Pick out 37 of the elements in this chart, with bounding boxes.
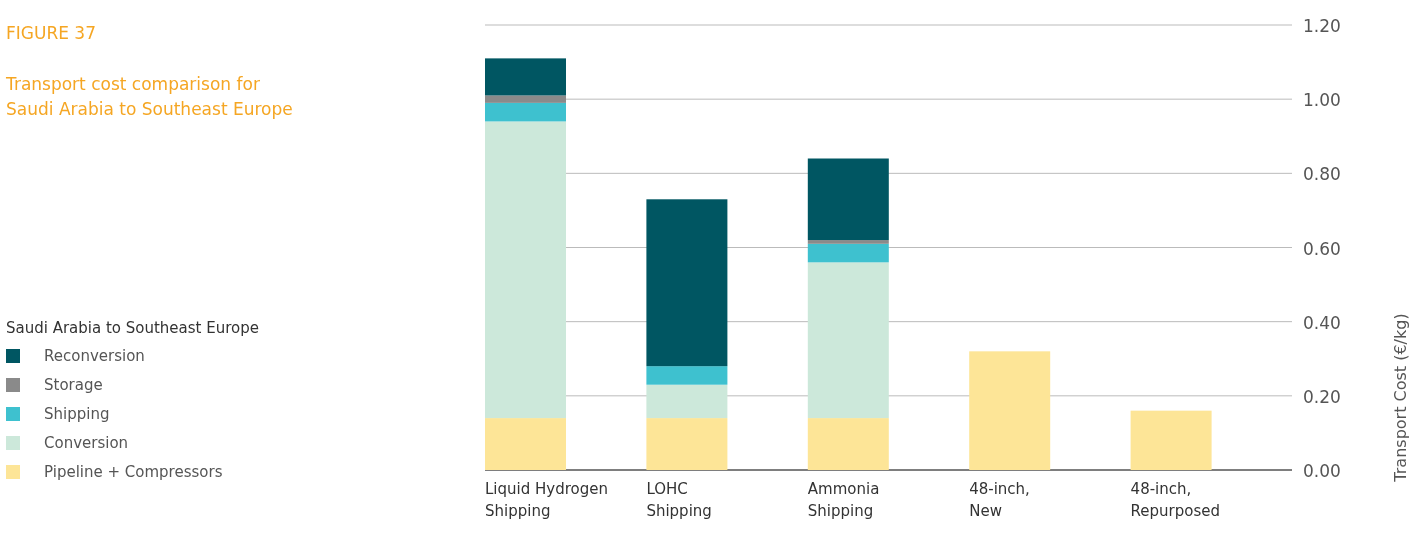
bar <box>807 158 889 241</box>
legend-title: Saudi Arabia to Southeast Europe <box>6 319 260 337</box>
y-tick-label: 1.20 <box>1303 16 1341 36</box>
bar <box>485 102 566 122</box>
bar <box>807 418 889 470</box>
x-tick-label: Liquid Hydrogen Shipping <box>485 480 608 520</box>
bar <box>807 243 889 263</box>
bar <box>646 418 728 470</box>
bar <box>807 262 889 419</box>
y-axis-title: Transport Cost (€/kg) <box>1391 313 1410 483</box>
bar <box>485 95 566 103</box>
legend-label: Reconversion <box>44 347 145 365</box>
legend-label: Shipping <box>44 405 110 423</box>
y-tick-label: 1.00 <box>1303 90 1341 111</box>
text: FIGURE 37 <box>6 23 96 43</box>
y-tick-label: 0.20 <box>1303 386 1341 407</box>
bar <box>646 366 728 385</box>
bar <box>807 240 889 244</box>
legend-label: Conversion <box>44 434 129 452</box>
y-tick-label: 0.60 <box>1303 238 1341 259</box>
bar <box>485 418 566 470</box>
x-tick-label: 48-inch, Repurposed <box>1130 480 1221 520</box>
legend-label: Storage <box>44 376 103 394</box>
y-tick-label: 0.00 <box>1303 461 1341 481</box>
bar <box>646 199 728 367</box>
bar <box>485 58 566 96</box>
bar <box>485 121 566 419</box>
x-tick-label: Ammonia Shipping <box>807 480 880 520</box>
legend-label: Pipeline + Compressors <box>44 463 223 481</box>
bar <box>646 384 728 419</box>
bar <box>1130 410 1212 470</box>
bar <box>969 351 1051 470</box>
x-tick-label: 48-inch, New <box>969 480 1030 520</box>
text: Transport cost comparison for Saudi Arabia to Southeast Europe <box>5 74 293 119</box>
y-tick-label: 0.40 <box>1303 312 1341 333</box>
x-tick-label: LOHC Shipping <box>646 480 712 520</box>
y-tick-label: 0.80 <box>1303 164 1341 185</box>
